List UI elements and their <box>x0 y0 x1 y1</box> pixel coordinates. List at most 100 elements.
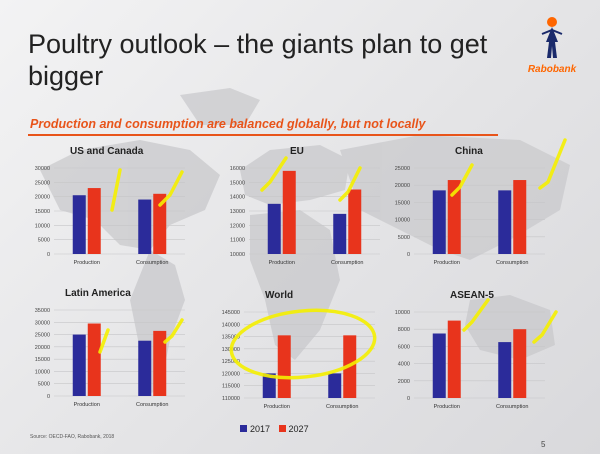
chart-plot: 110000 115000 120000 125000 130000 135000 1400… <box>222 310 375 410</box>
chart-eu: EU 10000 11000 12000 13000 14000 15000 16000 Pr… <box>215 146 390 276</box>
x-category-label: Production <box>264 404 290 410</box>
y-tick-label: 15000 <box>230 180 245 186</box>
x-category-label: Consumption <box>326 404 358 410</box>
bar-production-2027 <box>87 323 101 396</box>
y-tick-label: 5000 <box>398 235 410 241</box>
rabobank-logo-icon <box>541 17 563 58</box>
bar-consumption-2027 <box>348 189 362 254</box>
logo-text: Rabobank <box>527 64 577 75</box>
slide-title: Poultry outlook – the giants plan to get… <box>28 29 488 91</box>
y-tick-label: 25000 <box>395 166 410 172</box>
bar-consumption-2017 <box>138 340 152 396</box>
bar-production-2027 <box>87 188 101 254</box>
bar-consumption-2027 <box>153 193 167 254</box>
y-tick-label: 0 <box>47 252 50 258</box>
x-category-label: Production <box>74 402 100 408</box>
y-tick-label: 20000 <box>395 183 410 189</box>
y-tick-label: 13000 <box>230 209 245 215</box>
y-tick-label: 135000 <box>222 335 240 341</box>
y-tick-label: 0 <box>47 394 50 400</box>
bar-consumption-2027 <box>513 329 527 398</box>
y-tick-label: 5000 <box>38 238 50 244</box>
y-tick-label: 10000 <box>395 218 410 224</box>
y-tick-label: 0 <box>407 396 410 402</box>
chart-plot: 10000 11000 12000 13000 14000 15000 16000 Produ… <box>230 166 380 266</box>
y-tick-label: 15000 <box>35 209 50 215</box>
y-tick-label: 8000 <box>398 327 410 333</box>
y-tick-label: 12000 <box>230 223 245 229</box>
chart-title: China <box>455 146 483 157</box>
y-tick-label: 2000 <box>398 379 410 385</box>
bar-production-2027 <box>447 180 461 254</box>
chart-title: EU <box>290 146 304 157</box>
bar-production-2017 <box>267 203 281 254</box>
legend-label-2027: 2027 <box>288 423 309 434</box>
y-tick-label: 10000 <box>230 252 245 258</box>
y-tick-label: 20000 <box>35 195 50 201</box>
y-tick-label: 130000 <box>222 347 240 353</box>
chart-title: World <box>265 290 294 301</box>
chart-us-and-canada: US and Canada 0 5000 10000 15000 20000 25000 3… <box>20 146 195 276</box>
bar-consumption-2027 <box>513 180 527 254</box>
chart-title: Latin America <box>65 288 131 299</box>
y-tick-label: 25000 <box>35 180 50 186</box>
y-tick-label: 30000 <box>35 166 50 172</box>
chart-title: US and Canada <box>70 146 144 157</box>
chart-asean-5: ASEAN-5 0 2000 4000 6000 8000 10000 Production… <box>380 290 555 420</box>
bar-consumption-2017 <box>333 213 347 254</box>
y-tick-label: 110000 <box>222 396 240 402</box>
subtitle-underline <box>28 134 498 136</box>
x-category-label: Production <box>434 404 460 410</box>
bar-consumption-2017 <box>328 373 342 398</box>
y-tick-label: 25000 <box>35 333 50 339</box>
y-tick-label: 20000 <box>35 345 50 351</box>
x-category-label: Consumption <box>496 260 528 266</box>
chart-plot: 0 5000 10000 15000 20000 25000 30000 35000 Produ… <box>35 308 185 408</box>
bar-production-2027 <box>277 335 291 398</box>
x-category-label: Consumption <box>331 260 363 266</box>
chart-plot: 0 2000 4000 6000 8000 10000 Production Consumpt… <box>395 310 545 410</box>
bar-production-2017 <box>262 373 276 398</box>
bar-production-2017 <box>432 190 446 254</box>
chart-legend: 2017 2027 <box>240 423 309 434</box>
chart-plot: 0 5000 10000 15000 20000 25000 Production Consu… <box>395 166 545 266</box>
y-tick-label: 35000 <box>35 308 50 314</box>
y-tick-label: 15000 <box>35 357 50 363</box>
bar-consumption-2027 <box>153 330 167 396</box>
rabobank-logo: Rabobank <box>520 14 584 84</box>
x-category-label: Consumption <box>136 260 168 266</box>
y-tick-label: 120000 <box>222 371 240 377</box>
y-tick-label: 10000 <box>35 369 50 375</box>
y-tick-label: 6000 <box>398 344 410 350</box>
y-tick-label: 10000 <box>35 223 50 229</box>
y-tick-label: 11000 <box>230 238 245 244</box>
y-tick-label: 140000 <box>222 322 240 328</box>
legend-label-2017: 2017 <box>250 423 271 434</box>
y-tick-label: 115000 <box>222 384 240 390</box>
bar-consumption-2027 <box>343 335 357 398</box>
bar-consumption-2017 <box>498 342 512 398</box>
y-tick-label: 10000 <box>395 310 410 316</box>
y-tick-label: 16000 <box>230 166 245 172</box>
x-category-label: Production <box>434 260 460 266</box>
y-tick-label: 15000 <box>395 200 410 206</box>
y-tick-label: 5000 <box>38 382 50 388</box>
page-number: 5 <box>541 440 546 449</box>
bar-production-2017 <box>432 333 446 398</box>
y-tick-label: 145000 <box>222 310 240 316</box>
chart-world: World 110000 115000 120000 125000 130000 1350… <box>210 290 385 420</box>
legend-swatch-2027 <box>278 425 286 433</box>
bar-production-2017 <box>72 195 86 254</box>
y-tick-label: 0 <box>407 252 410 258</box>
bar-production-2027 <box>282 170 296 254</box>
chart-china: China 0 5000 10000 15000 20000 25000 Productio… <box>380 146 555 276</box>
y-tick-label: 125000 <box>222 359 240 365</box>
legend-swatch-2017 <box>240 425 247 433</box>
x-category-label: Production <box>74 260 100 266</box>
y-tick-label: 30000 <box>35 320 50 326</box>
y-tick-label: 14000 <box>230 195 245 201</box>
x-category-label: Consumption <box>496 404 528 410</box>
bar-production-2027 <box>447 320 461 398</box>
x-category-label: Consumption <box>136 402 168 408</box>
